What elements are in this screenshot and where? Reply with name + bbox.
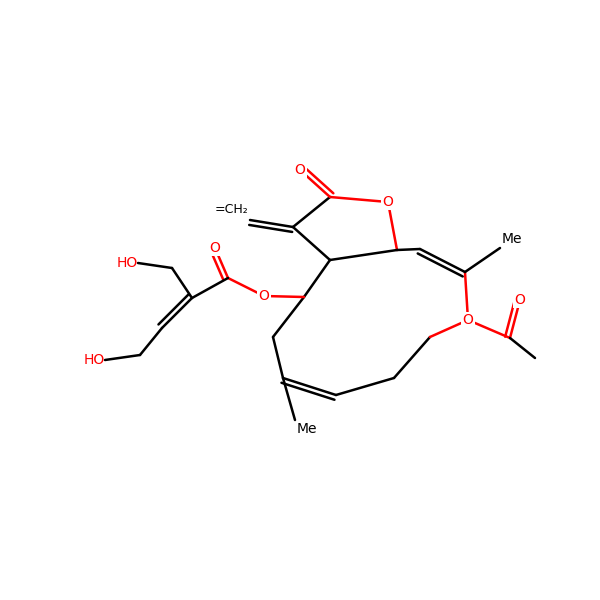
Text: O: O (295, 163, 305, 177)
Text: HO: HO (84, 353, 105, 367)
Text: Me: Me (297, 422, 317, 436)
Text: O: O (515, 293, 526, 307)
Text: Me: Me (502, 232, 523, 246)
Text: =CH₂: =CH₂ (214, 203, 248, 216)
Text: HO: HO (117, 256, 138, 270)
Text: O: O (259, 289, 269, 303)
Text: O: O (383, 195, 394, 209)
Text: O: O (209, 241, 220, 255)
Text: O: O (463, 313, 473, 327)
